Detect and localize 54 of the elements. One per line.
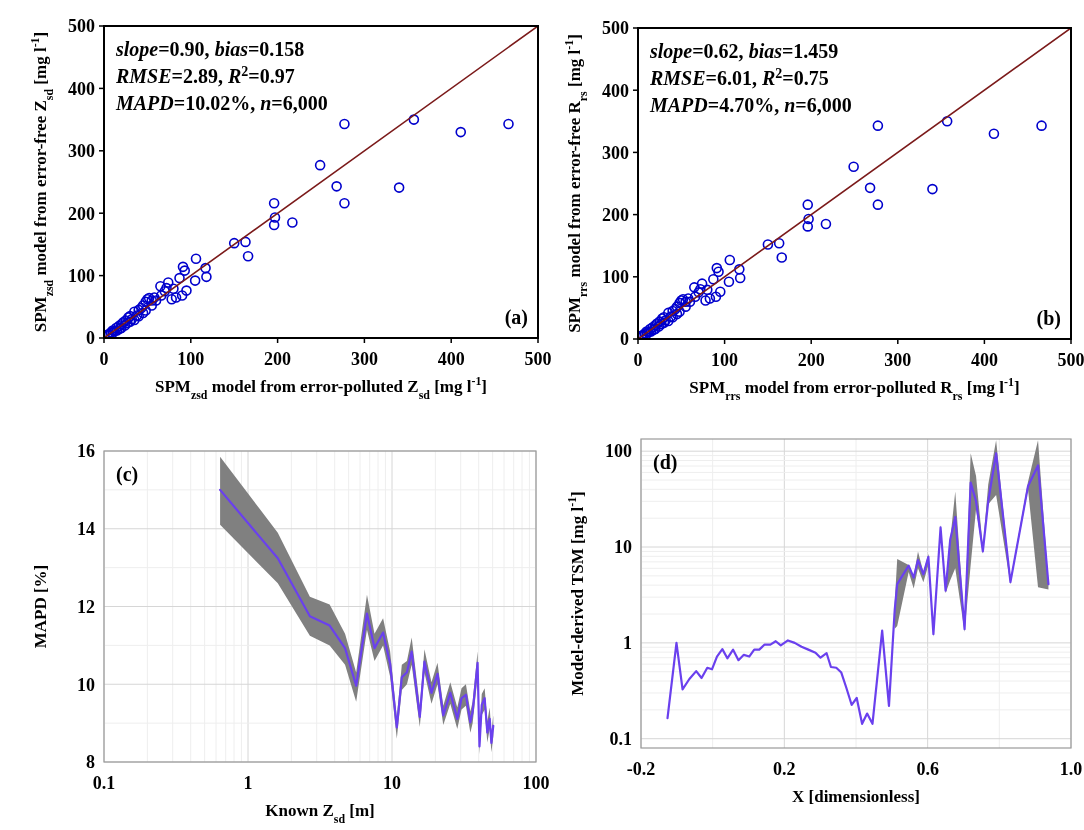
annotation: RMSE=2.89, R$^{2}$=0.97 [115,63,295,87]
x-tick-label: 10 [383,773,401,793]
y-tick-label: 300 [602,142,629,163]
x-tick-label: 400 [970,350,998,370]
annotation: (b) [1036,307,1061,330]
y-tick-label: 300 [68,141,95,162]
y-tick-label: 16 [77,441,95,462]
y-tick-label: 12 [77,596,95,617]
x-tick-label: -0.2 [626,759,656,779]
x-axis-title: SPM$_{rrs}$ model from error-polluted R$_{rs}$ [mg l$^{-1}$] [689,375,1020,403]
annotation: MAPD=10.02%, n=6,000 [115,92,328,114]
annotation: (a) [504,306,528,329]
x-axis-title: SPM$_{zsd}$ model from error-polluted Z$_{sd}$ [mg l$^{-1}$] [154,374,488,402]
x-tick-label: 200 [264,349,292,369]
y-axis-title: MAPD [%] [31,564,50,649]
x-tick-label: 300 [350,349,378,369]
y-tick-label: 10 [77,674,95,695]
annotation: (d) [653,451,678,474]
y-tick-label: 10 [614,537,632,558]
annotation: slope=0.62, bias=1.459 [649,40,839,63]
x-tick-label: 100 [177,349,205,369]
y-tick-label: 0 [86,328,95,349]
y-tick-label: 14 [77,519,95,540]
y-tick-label: 0 [620,329,629,350]
y-tick-label: 8 [86,752,95,773]
y-tick-label: 1 [623,633,632,654]
x-tick-label: 100 [711,350,739,370]
x-axis-title: X [dimensionless] [792,787,920,806]
y-tick-label: 500 [602,18,629,39]
annotation: RMSE=6.01, R$^{2}$=0.75 [649,65,829,89]
x-tick-label: 300 [884,350,912,370]
x-tick-label: 1 [243,773,253,793]
annotation: MAPD=4.70%, n=6,000 [649,94,852,116]
annotation: slope=0.90, bias=0.158 [115,38,305,61]
x-tick-label: 400 [437,349,465,369]
x-tick-label: 500 [524,349,552,369]
y-tick-label: 400 [68,78,95,99]
y-tick-label: 200 [68,203,95,224]
y-tick-label: 400 [602,80,629,101]
x-tick-label: 0.6 [916,759,939,779]
y-tick-label: 100 [68,265,95,286]
y-tick-label: 100 [605,441,632,462]
x-tick-label: 0.2 [773,759,796,779]
y-tick-label: 200 [602,204,629,225]
y-tick-label: 100 [602,267,629,288]
annotation: (c) [116,463,139,486]
x-tick-label: 500 [1057,350,1084,370]
x-tick-label: 200 [797,350,825,370]
x-axis-title: Known Z$_{sd}$ [m] [265,801,375,826]
y-tick-label: 0.1 [609,729,632,750]
x-tick-label: 0 [99,349,109,369]
x-tick-label: 100 [522,773,550,793]
x-tick-label: 1.0 [1059,759,1083,779]
y-tick-label: 500 [68,16,95,37]
